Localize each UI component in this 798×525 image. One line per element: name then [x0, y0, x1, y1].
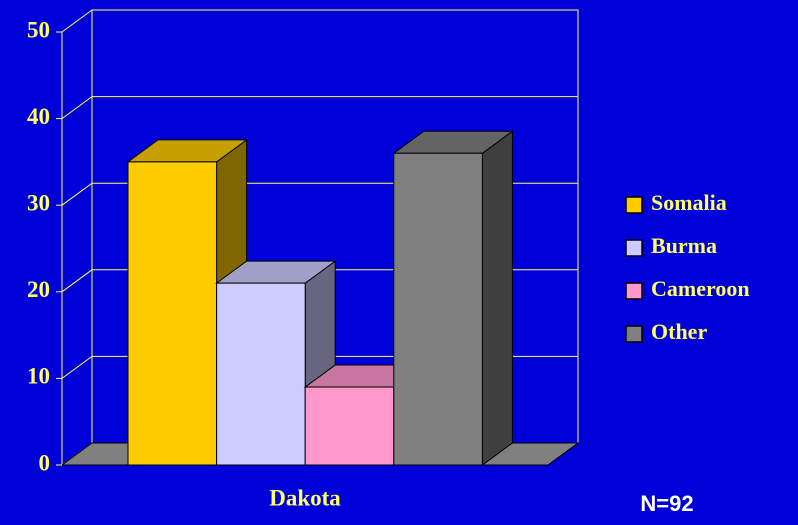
y-tick-label: 40: [27, 104, 50, 129]
legend-label: Other: [651, 319, 707, 344]
bar: [304, 386, 395, 466]
legend-swatch: [625, 196, 643, 214]
bar: [127, 161, 218, 466]
y-tick-label: 0: [39, 450, 51, 475]
x-tick-label: Dakota: [269, 485, 341, 510]
bar: [393, 152, 483, 466]
bar-side: [481, 130, 513, 466]
y-tick-label: 10: [27, 364, 50, 389]
legend-swatch: [625, 325, 643, 343]
legend-label: Burma: [651, 233, 717, 258]
legend-label: Cameroon: [651, 276, 750, 301]
legend-label: Somalia: [651, 190, 727, 215]
annotation: N=92: [640, 491, 693, 516]
legend-swatch: [625, 239, 643, 257]
grid-line: [61, 9, 578, 33]
y-tick-label: 30: [27, 190, 50, 215]
y-tick-label: 20: [27, 277, 50, 302]
bar: [216, 282, 306, 466]
y-tick-label: 50: [27, 17, 50, 42]
legend-swatch: [625, 282, 643, 300]
grid-line: [61, 96, 578, 120]
